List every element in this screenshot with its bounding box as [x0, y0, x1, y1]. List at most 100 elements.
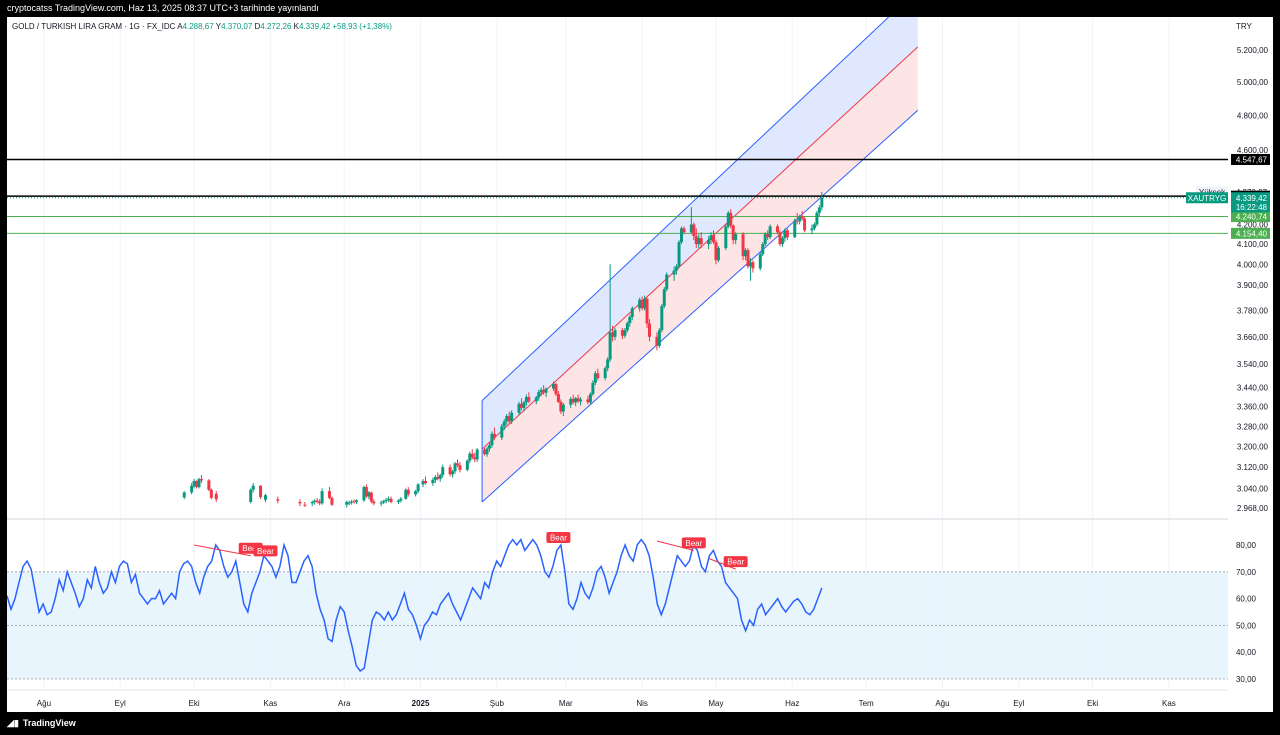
channel-mid-line[interactable] — [481, 46, 919, 450]
candle-body[interactable] — [620, 330, 624, 336]
candle-body[interactable] — [689, 224, 693, 233]
candle-body[interactable] — [780, 238, 784, 245]
candle-body[interactable] — [416, 484, 420, 492]
candle-body[interactable] — [640, 299, 644, 309]
candle-body[interactable] — [657, 330, 661, 346]
candle-body[interactable] — [638, 299, 642, 309]
candle-body[interactable] — [214, 493, 218, 500]
candle-body[interactable] — [441, 467, 445, 476]
candle-body[interactable] — [199, 479, 203, 481]
candle-body[interactable] — [746, 250, 750, 267]
candle-body[interactable] — [367, 492, 371, 497]
candle-body[interactable] — [537, 392, 541, 398]
candle-body[interactable] — [758, 254, 762, 269]
candle-body[interactable] — [534, 397, 538, 402]
candle-body[interactable] — [554, 383, 558, 395]
candle-body[interactable] — [436, 476, 440, 479]
candle-body[interactable] — [399, 498, 403, 501]
candle-body[interactable] — [431, 479, 435, 484]
candle-body[interactable] — [726, 212, 730, 227]
price-level-label[interactable]: 4.240,74 — [1231, 211, 1270, 223]
candle-body[interactable] — [741, 234, 745, 257]
candle-body[interactable] — [414, 491, 418, 495]
candle-body[interactable] — [423, 480, 427, 484]
candle-body[interactable] — [608, 332, 612, 360]
candle-body[interactable] — [345, 501, 349, 505]
candle-body[interactable] — [473, 457, 477, 460]
candle-body[interactable] — [817, 207, 821, 213]
candle-body[interactable] — [588, 394, 592, 403]
rsi-pane[interactable] — [7, 538, 1228, 680]
candle-body[interactable] — [699, 238, 703, 245]
candle-body[interactable] — [303, 504, 307, 506]
candle-body[interactable] — [623, 330, 627, 336]
candle-body[interactable] — [596, 373, 600, 379]
candle-body[interactable] — [453, 463, 457, 472]
candle-body[interactable] — [263, 495, 267, 500]
candle-body[interactable] — [207, 480, 211, 490]
candle-body[interactable] — [298, 501, 302, 504]
candle-body[interactable] — [707, 240, 711, 245]
price-level-label[interactable]: 4.547,67 — [1231, 153, 1270, 165]
candle-body[interactable] — [800, 216, 804, 219]
bear-badge[interactable]: Bear — [723, 556, 748, 568]
candle-body[interactable] — [591, 382, 595, 395]
candle-body[interactable] — [347, 502, 351, 504]
candle-body[interactable] — [438, 475, 442, 479]
footer-brand[interactable]: TradingView — [22, 718, 76, 728]
candle-body[interactable] — [362, 487, 366, 501]
candle-body[interactable] — [665, 274, 669, 290]
candle-body[interactable] — [310, 501, 314, 504]
candle-body[interactable] — [793, 220, 797, 238]
candle-body[interactable] — [251, 485, 255, 490]
candle-body[interactable] — [364, 487, 368, 497]
candle-body[interactable] — [318, 501, 322, 504]
candle-body[interactable] — [276, 499, 280, 501]
candle-body[interactable] — [662, 289, 666, 307]
candle-body[interactable] — [490, 433, 494, 446]
candle-body[interactable] — [766, 234, 770, 238]
candle-body[interactable] — [561, 404, 565, 412]
candle-body[interactable] — [611, 332, 615, 337]
candle-body[interactable] — [539, 389, 543, 393]
candle-body[interactable] — [524, 397, 528, 403]
candle-body[interactable] — [350, 501, 354, 503]
candle-body[interactable] — [197, 479, 201, 488]
candle-body[interactable] — [505, 415, 509, 422]
candle-body[interactable] — [483, 449, 487, 455]
candle-body[interactable] — [655, 336, 659, 346]
candle-body[interactable] — [744, 250, 748, 257]
price-level-label[interactable]: 4.154,40 — [1231, 227, 1270, 239]
candle-body[interactable] — [315, 500, 319, 502]
candle-body[interactable] — [648, 323, 652, 337]
candle-body[interactable] — [795, 220, 799, 222]
candle-body[interactable] — [748, 262, 752, 267]
candle-body[interactable] — [672, 270, 676, 275]
candle-body[interactable] — [768, 226, 772, 238]
candle-body[interactable] — [500, 426, 504, 438]
candle-body[interactable] — [320, 491, 324, 504]
candle-body[interactable] — [763, 234, 767, 245]
candle-body[interactable] — [593, 373, 597, 383]
candle-body[interactable] — [192, 480, 196, 487]
candle-body[interactable] — [382, 501, 386, 503]
candle-body[interactable] — [579, 399, 583, 402]
candle-body[interactable] — [330, 497, 334, 505]
candle-body[interactable] — [680, 228, 684, 243]
candle-body[interactable] — [630, 308, 634, 317]
candle-body[interactable] — [815, 212, 819, 225]
candle-body[interactable] — [502, 421, 506, 427]
bear-badge[interactable]: Bear — [681, 537, 706, 549]
rsi-line[interactable] — [7, 538, 823, 673]
candle-body[interactable] — [628, 316, 632, 324]
candle-body[interactable] — [451, 471, 455, 475]
candle-body[interactable] — [559, 401, 563, 412]
candle-body[interactable] — [465, 460, 469, 470]
candle-body[interactable] — [372, 501, 376, 504]
candle-body[interactable] — [556, 394, 560, 402]
candle-body[interactable] — [522, 402, 526, 408]
candle-body[interactable] — [396, 500, 400, 502]
candle-body[interactable] — [517, 403, 521, 413]
candle-body[interactable] — [625, 323, 629, 331]
